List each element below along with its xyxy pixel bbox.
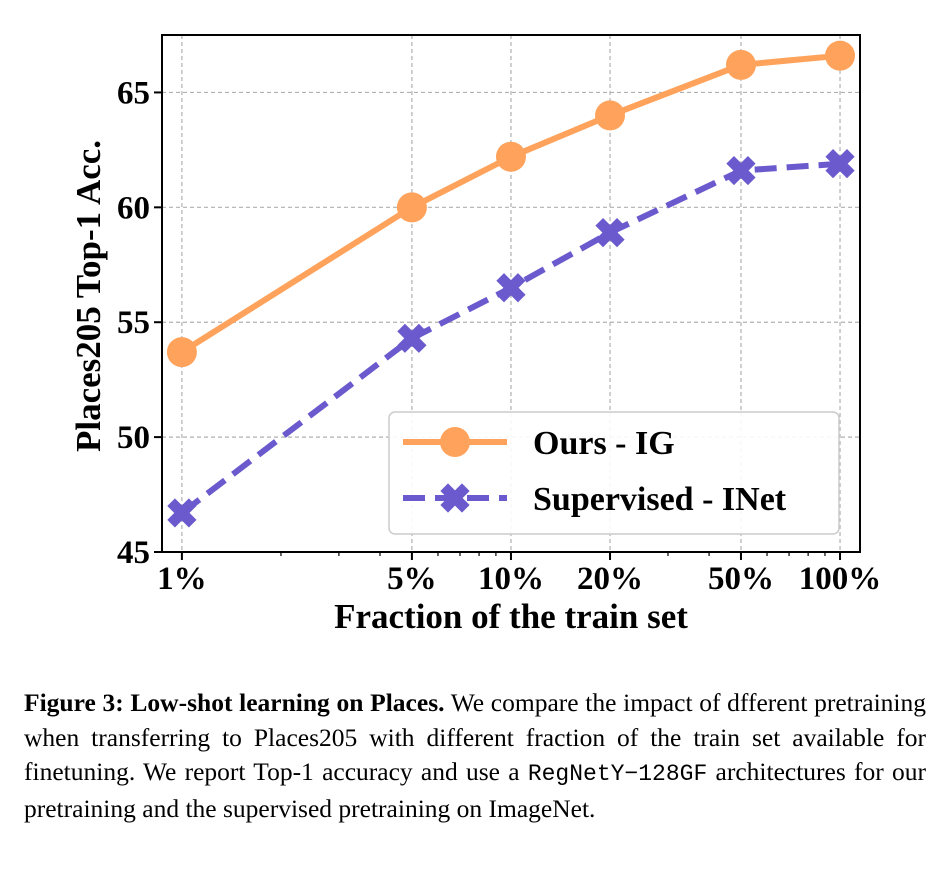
- figure-caption: Figure 3: Low-shot learning on Places. W…: [24, 686, 926, 826]
- legend-label: Ours - IG: [533, 425, 675, 462]
- data-point: [166, 337, 197, 368]
- series-ours-ig: [166, 40, 856, 368]
- data-point: [396, 192, 427, 223]
- data-point-stroke: [825, 149, 855, 179]
- series-line: [180, 52, 841, 355]
- caption-text: We compare the impact of dfferent pretra…: [24, 688, 926, 787]
- data-point-stroke: [726, 155, 756, 186]
- y-tick-label: 45: [117, 535, 150, 571]
- y-tick-label: 50: [117, 420, 150, 456]
- y-tick-label: 55: [117, 305, 150, 341]
- y-tick-label: 60: [117, 190, 150, 226]
- series-supervised-inet: [167, 149, 855, 528]
- data-point: [726, 155, 756, 186]
- x-tick-label: 10%: [478, 561, 544, 597]
- caption-code: RegNetY−128GF: [527, 761, 708, 788]
- data-point: [496, 273, 526, 303]
- data-point-stroke: [397, 323, 427, 353]
- data-point: [825, 149, 855, 179]
- data-point: [825, 40, 856, 71]
- x-tick-label: 1%: [157, 561, 207, 597]
- data-point-stroke: [167, 498, 197, 528]
- caption-label: Figure 3:: [24, 688, 124, 717]
- legend: Ours - IG Supervised - INet: [388, 411, 840, 535]
- x-axis-label: Fraction of the train set: [334, 597, 688, 636]
- data-point: [595, 217, 625, 248]
- legend-label: Supervised - INet: [533, 481, 787, 518]
- y-tick-label: 65: [117, 75, 150, 111]
- data-point-stroke: [595, 217, 625, 248]
- data-point: [397, 323, 427, 353]
- data-point: [595, 100, 626, 131]
- caption-title: Low-shot learning on Places.: [130, 688, 445, 717]
- series-line: [180, 160, 841, 516]
- data-point: [167, 498, 197, 528]
- x-tick-label: 100%: [799, 561, 882, 597]
- data-point: [495, 141, 526, 172]
- legend-item: Supervised - INet: [403, 481, 787, 518]
- y-axis-label: Places205 Top-1 Acc.: [69, 140, 108, 452]
- line-chart: 45 50 55 60 65 1% 5% 10% 20% 50% 100% Fraction of…: [69, 34, 881, 636]
- legend-marker-stroke: [440, 483, 470, 513]
- legend-marker: [440, 427, 470, 457]
- x-tick-label: 5%: [387, 561, 437, 597]
- y-axis-ticks: 45 50 55 60 65: [117, 75, 162, 571]
- series-layer: [166, 40, 856, 528]
- caption-text-end: architectures for our pretraining and th…: [24, 757, 927, 823]
- x-tick-label: 50%: [708, 561, 774, 597]
- data-point: [725, 49, 756, 80]
- x-tick-label: 20%: [577, 561, 643, 597]
- x-axis-ticks: 1% 5% 10% 20% 50% 100%: [157, 552, 881, 597]
- legend-item: Ours - IG: [403, 425, 675, 462]
- legend-marker: [440, 483, 470, 513]
- data-point-stroke: [496, 273, 526, 303]
